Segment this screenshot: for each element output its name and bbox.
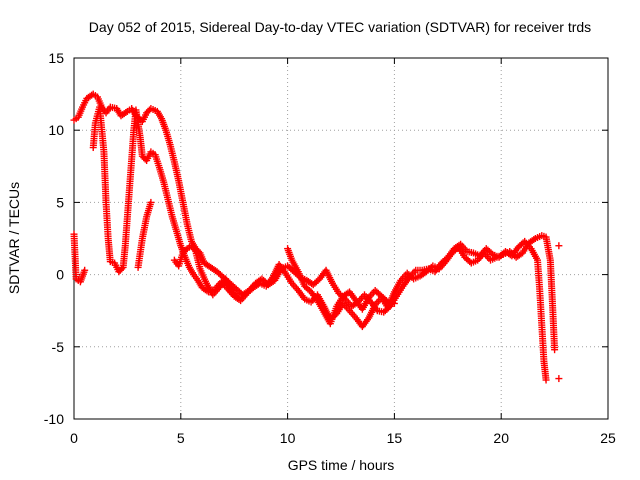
- y-tick-label: 15: [48, 50, 64, 66]
- x-tick-label: 15: [387, 430, 403, 446]
- data-point: [555, 242, 563, 250]
- chart-title: Day 052 of 2015, Sidereal Day-to-day VTE…: [89, 19, 591, 35]
- axis-ticks: 0 5 10 15 20 25 -10 -5 0 5 10 15: [44, 50, 616, 446]
- x-tick-label: 10: [280, 430, 296, 446]
- data-point: [542, 376, 550, 384]
- x-tick-label: 5: [177, 430, 185, 446]
- y-tick-label: -10: [44, 411, 64, 427]
- data-point: [530, 236, 538, 244]
- y-tick-label: 0: [56, 267, 64, 283]
- y-tick-label: 5: [56, 194, 64, 210]
- x-axis-label: GPS time / hours: [288, 457, 395, 473]
- plot-frame: [73, 57, 609, 420]
- data-point: [81, 266, 89, 274]
- data-point: [555, 375, 563, 383]
- data-point: [118, 265, 126, 273]
- data-point: [182, 246, 190, 254]
- data-point: [487, 249, 495, 257]
- x-tick-label: 0: [70, 430, 78, 446]
- grid-lines: [74, 58, 608, 419]
- data-point: [390, 299, 398, 307]
- x-tick-label: 20: [493, 430, 509, 446]
- y-tick-label: 10: [48, 122, 64, 138]
- data-point: [551, 346, 559, 354]
- x-tick-label: 25: [600, 430, 616, 446]
- data-point: [233, 292, 241, 300]
- y-axis-label: SDTVAR / TECUs: [6, 182, 22, 294]
- data-points: [70, 90, 563, 384]
- y-tick-label: -5: [52, 339, 65, 355]
- data-point: [122, 109, 130, 117]
- data-point: [147, 198, 155, 206]
- data-point: [234, 294, 242, 302]
- data-point: [382, 297, 390, 305]
